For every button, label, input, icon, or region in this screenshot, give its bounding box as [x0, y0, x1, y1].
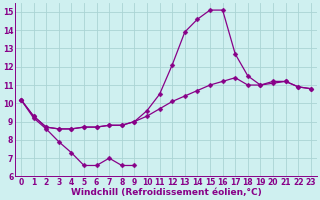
X-axis label: Windchill (Refroidissement éolien,°C): Windchill (Refroidissement éolien,°C): [70, 188, 261, 197]
